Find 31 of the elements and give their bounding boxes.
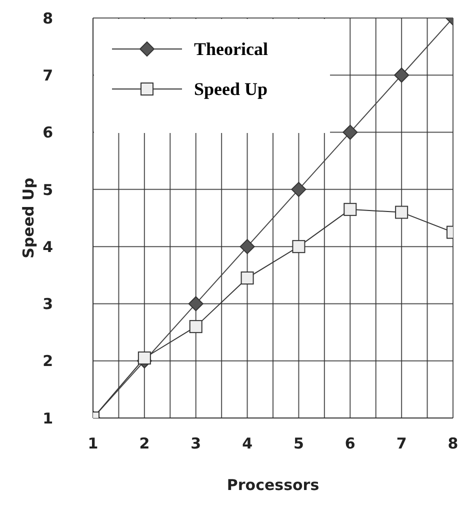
legend-label: Speed Up	[194, 78, 268, 100]
y-tick-label: 6	[42, 124, 53, 142]
point	[138, 352, 151, 364]
y-axis-title: Speed Up	[19, 177, 38, 258]
legend-label: Theorical	[194, 38, 268, 60]
x-tick-label: 8	[448, 434, 458, 453]
y-tick-label: 2	[42, 352, 53, 370]
y-tick-label: 1	[42, 409, 53, 428]
point	[394, 68, 410, 83]
point	[240, 272, 254, 284]
x-tick-label: 7	[396, 434, 407, 453]
x-tick-label: 4	[242, 434, 253, 453]
point	[344, 202, 357, 216]
point	[240, 239, 255, 254]
x-tick-label: 2	[139, 434, 150, 453]
point	[188, 296, 204, 312]
point	[342, 124, 358, 140]
x-tick-label: 6	[344, 434, 356, 453]
y-tick-label: 8	[42, 9, 53, 28]
x-tick-label: 5	[293, 434, 304, 453]
y-tick-label: 5	[42, 180, 53, 199]
y-tick-label: 3	[42, 295, 53, 314]
y-tick-label: 4	[42, 238, 53, 256]
point	[189, 320, 202, 334]
x-axis-title: Processors	[226, 476, 320, 494]
point	[292, 240, 306, 254]
y-tick-label: 7	[42, 66, 53, 84]
point	[395, 206, 408, 219]
x-tick-label: 1	[88, 434, 98, 453]
point	[291, 182, 306, 197]
x-tick-label: 3	[190, 434, 202, 453]
